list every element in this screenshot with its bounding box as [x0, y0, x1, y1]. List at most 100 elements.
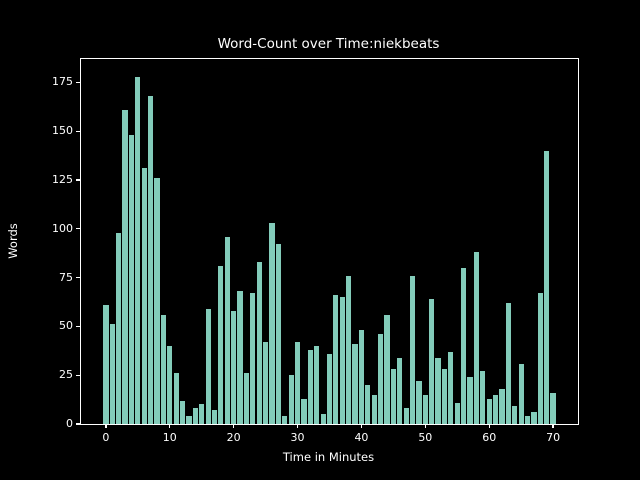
- y-axis-label: Words: [6, 223, 20, 259]
- x-tick-label: 0: [102, 431, 110, 444]
- y-tick-mark: [75, 179, 80, 181]
- bar-minute-64: [512, 406, 518, 424]
- bar-minute-13: [186, 416, 192, 424]
- bar-minute-24: [256, 262, 262, 424]
- bar-minute-54: [448, 351, 454, 424]
- y-tick-label: 50: [59, 319, 73, 333]
- bar-minute-37: [339, 297, 345, 424]
- bar-minute-20: [231, 310, 237, 424]
- bar-minute-29: [288, 375, 294, 424]
- bar-minute-3: [122, 109, 128, 424]
- bar-minute-25: [263, 342, 269, 424]
- bar-minute-9: [160, 314, 166, 424]
- bar-minute-70: [550, 392, 556, 424]
- bar-minute-67: [531, 412, 537, 424]
- bar-minute-17: [211, 410, 218, 424]
- y-tick-label: 75: [59, 270, 73, 284]
- bar-minute-52: [435, 357, 441, 424]
- y-tick-mark: [75, 277, 80, 279]
- bar-minute-22: [243, 373, 250, 424]
- bar-minute-40: [358, 330, 365, 424]
- y-tick-label: 100: [52, 221, 73, 235]
- bar-minute-32: [307, 349, 313, 424]
- y-tick-label: 125: [52, 173, 73, 187]
- y-tick-mark: [75, 423, 80, 425]
- bar-minute-33: [314, 345, 320, 424]
- y-tick-label: 0: [66, 417, 73, 430]
- bar-minute-43: [378, 334, 384, 424]
- bar-minute-21: [237, 291, 243, 424]
- bar-minute-69: [544, 150, 550, 424]
- bar-minute-35: [326, 353, 333, 424]
- bar-minute-59: [480, 371, 486, 424]
- x-tick-mark: [233, 424, 235, 428]
- x-tick-label: 10: [162, 431, 177, 444]
- x-tick-label: 30: [290, 431, 305, 444]
- y-tick-mark: [75, 130, 80, 132]
- x-tick-mark: [360, 424, 363, 428]
- bar-minute-51: [429, 299, 435, 424]
- bar-minute-2: [116, 232, 122, 424]
- x-tick-label: 70: [546, 431, 561, 444]
- bar-minute-49: [416, 381, 422, 424]
- bar-minute-16: [205, 308, 211, 424]
- bar-minute-5: [135, 76, 141, 424]
- bar-minute-46: [397, 357, 403, 424]
- bar-minute-10: [167, 345, 173, 424]
- bar-minute-26: [269, 222, 275, 424]
- x-tick-mark: [488, 424, 490, 428]
- bar-minute-30: [294, 342, 301, 424]
- bar-minute-42: [371, 394, 377, 424]
- y-tick-mark: [75, 228, 80, 230]
- y-tick-label: 25: [59, 368, 73, 382]
- bar-minute-39: [352, 343, 358, 424]
- bar-minute-19: [224, 236, 230, 424]
- bar-minute-11: [173, 373, 179, 424]
- bar-minute-1: [109, 324, 115, 424]
- bar-minute-56: [461, 267, 467, 424]
- bar-minute-45: [390, 369, 396, 424]
- y-tick-label: 175: [52, 75, 73, 89]
- x-tick-label: 20: [226, 431, 241, 444]
- bar-minute-7: [148, 96, 154, 424]
- x-tick-label: 40: [354, 431, 369, 444]
- bar-minute-53: [441, 369, 448, 424]
- y-tick-mark: [75, 374, 80, 376]
- bar-minute-60: [486, 398, 492, 424]
- bar-minute-57: [467, 377, 473, 424]
- bar-minute-58: [473, 252, 479, 424]
- x-tick-mark: [169, 424, 171, 428]
- bar-minute-18: [218, 265, 224, 424]
- plot-area: 0 10 20 30 40 50 60 70 0 25 50 75 100 125 150 175: [52, 58, 579, 444]
- bar-minute-12: [179, 400, 186, 424]
- bar-minute-8: [154, 178, 160, 424]
- bar-minute-63: [505, 302, 511, 424]
- x-tick-label: 60: [482, 431, 497, 444]
- bar-minute-61: [492, 394, 499, 424]
- bar-minute-36: [333, 295, 339, 424]
- bar-minute-4: [128, 135, 135, 424]
- x-axis-label: Time in Minutes: [282, 450, 375, 464]
- bar-minute-27: [275, 244, 281, 424]
- bar-minute-14: [192, 408, 198, 424]
- bar-minute-31: [301, 398, 307, 424]
- bar-minute-34: [320, 414, 326, 424]
- bar-minute-44: [384, 314, 390, 424]
- bar-minute-6: [141, 168, 147, 424]
- bar-minute-62: [499, 388, 505, 424]
- chart-title: Word-Count over Time:niekbeats: [217, 36, 440, 52]
- bar-minute-66: [524, 416, 531, 424]
- bar-minute-55: [454, 402, 460, 424]
- x-tick-label: 50: [418, 431, 433, 444]
- bar-minute-47: [403, 408, 409, 424]
- y-tick-mark: [75, 325, 80, 327]
- x-tick-mark: [552, 424, 554, 428]
- x-tick-mark: [105, 424, 107, 428]
- bar-minute-38: [346, 275, 352, 424]
- bar-minute-41: [365, 384, 371, 424]
- bar-minute-50: [422, 394, 428, 424]
- x-tick-mark: [424, 424, 426, 428]
- bar-minute-28: [282, 416, 288, 424]
- bar-minute-68: [537, 293, 543, 424]
